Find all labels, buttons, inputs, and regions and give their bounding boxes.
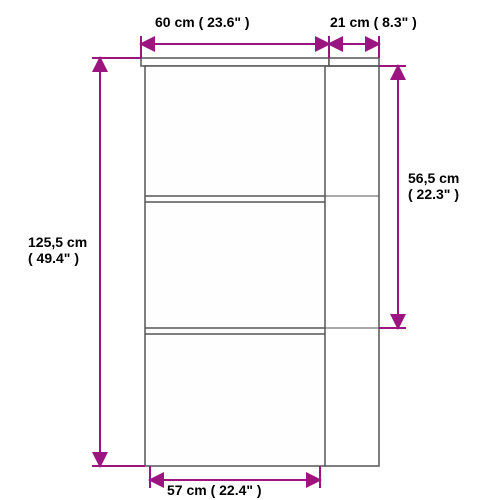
diagram-container: 60 cm ( 23.6" ) 21 cm ( 8.3" ) 125,5 cm … [0,0,500,500]
dim-compartment-right-in: ( 22.3" ) [408,186,459,202]
dim-compartment-right: 56,5 cm ( 22.3" ) [408,170,459,202]
dim-height-left-in: ( 49.4" ) [28,250,79,266]
dim-depth-top-cm: 21 cm [330,14,370,30]
dim-height-left-cm: 125,5 cm [28,234,87,250]
dim-inner-width-bottom: 57 cm ( 22.4" ) [167,482,262,498]
dim-inner-width-bottom-in: ( 22.4" ) [211,482,262,498]
dim-height-left: 125,5 cm ( 49.4" ) [28,234,87,266]
dim-width-top: 60 cm ( 23.6" ) [155,14,250,30]
dim-width-top-cm: 60 cm [155,14,195,30]
dim-depth-top: 21 cm ( 8.3" ) [330,14,417,30]
dim-inner-width-bottom-cm: 57 cm [167,482,207,498]
dim-width-top-in: ( 23.6" ) [199,14,250,30]
cabinet-drawing [141,58,379,466]
dim-compartment-right-cm: 56,5 cm [408,170,459,186]
dim-depth-top-in: ( 8.3" ) [374,14,417,30]
